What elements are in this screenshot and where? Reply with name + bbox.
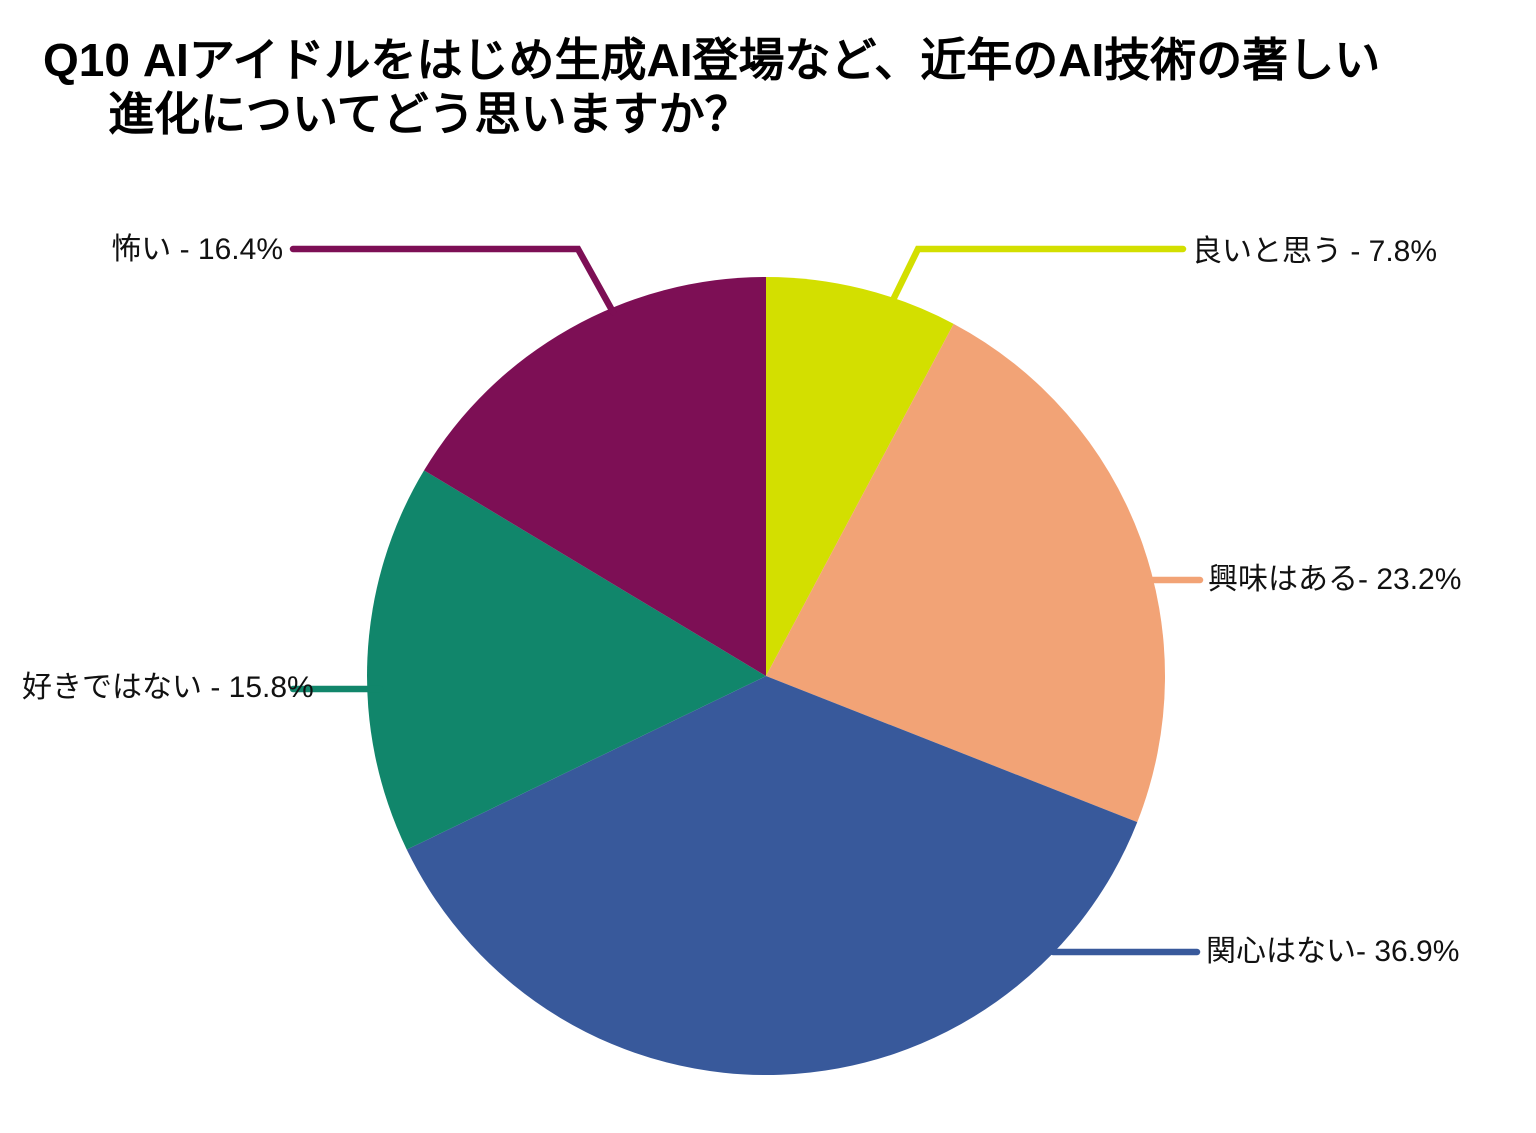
pie-slice-dislike	[367, 470, 766, 850]
slice-label-good: 良いと思う - 7.8%	[1192, 235, 1438, 268]
chart-title-line1: Q10 AIアイドルをはじめ生成AI登場など、近年のAI技術の著しい	[43, 34, 1380, 88]
chart-title-text: AIアイドルをはじめ生成AI登場など、近年のAI技術の著しい	[142, 34, 1381, 86]
leader-line-scary	[289, 245, 617, 316]
slice-label-interested: 興味はある- 23.2%	[1208, 563, 1462, 596]
pie-slice-not-interested	[406, 676, 1138, 1075]
pie-slice-interested	[766, 323, 1166, 823]
leader-line-good	[889, 245, 1187, 304]
chart-title-line2: 進化についてどう思いますか？	[108, 87, 751, 140]
pie-slice-scary	[424, 277, 766, 676]
slice-label-not-interested: 関心はない- 36.9%	[1206, 935, 1460, 968]
question-number: Q10	[43, 34, 130, 86]
chart-title: Q10 AIアイドルをはじめ生成AI登場など、近年のAI技術の著しい 進化について…	[43, 34, 1380, 142]
slice-label-dislike: 好きではない - 15.8%	[22, 671, 314, 704]
slice-label-scary: 怖い - 16.4%	[111, 233, 283, 266]
pie-slice-good	[766, 276, 954, 676]
